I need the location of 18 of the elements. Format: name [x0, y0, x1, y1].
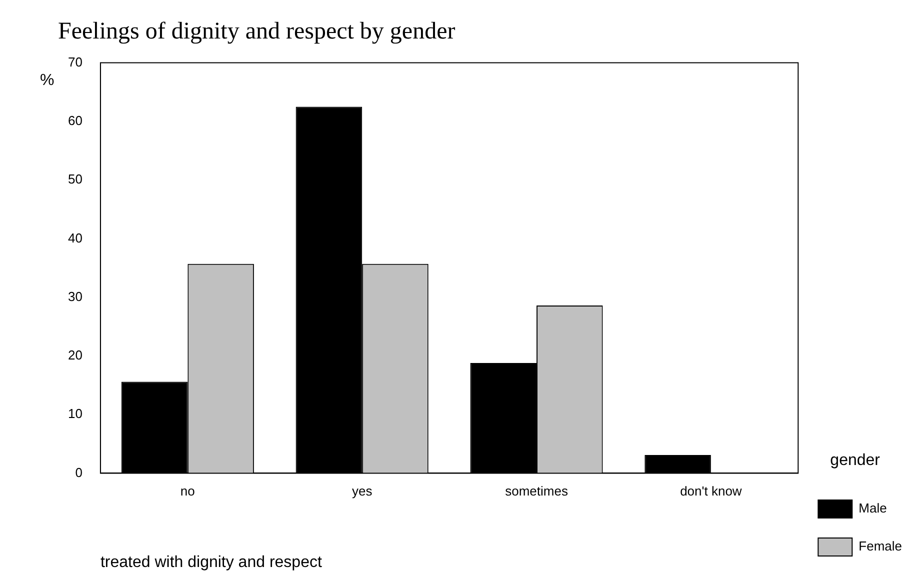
x-tick-label: don't know [680, 484, 742, 499]
y-tick-label: 30 [68, 288, 82, 304]
x-axis-title: treated with dignity and respect [100, 554, 322, 571]
legend-label: Female [858, 538, 902, 554]
x-tick-label: yes [352, 484, 373, 499]
y-tick-label: 20 [68, 348, 82, 363]
y-tick-label: 60 [68, 113, 82, 128]
y-tick-label: 10 [68, 406, 82, 422]
y-tick-label: 50 [68, 172, 82, 187]
y-tick-label: 70 [68, 54, 82, 70]
chart-title: Feelings of dignity and respect by gender [58, 18, 456, 45]
y-axis-title: % [40, 72, 54, 90]
legend-title: gender [830, 452, 881, 470]
legend-label: Male [858, 500, 887, 516]
y-tick-label: 0 [75, 464, 82, 480]
y-tick-label: 40 [68, 230, 82, 246]
x-tick-label: no [180, 484, 195, 499]
x-tick-label: sometimes [505, 484, 568, 499]
